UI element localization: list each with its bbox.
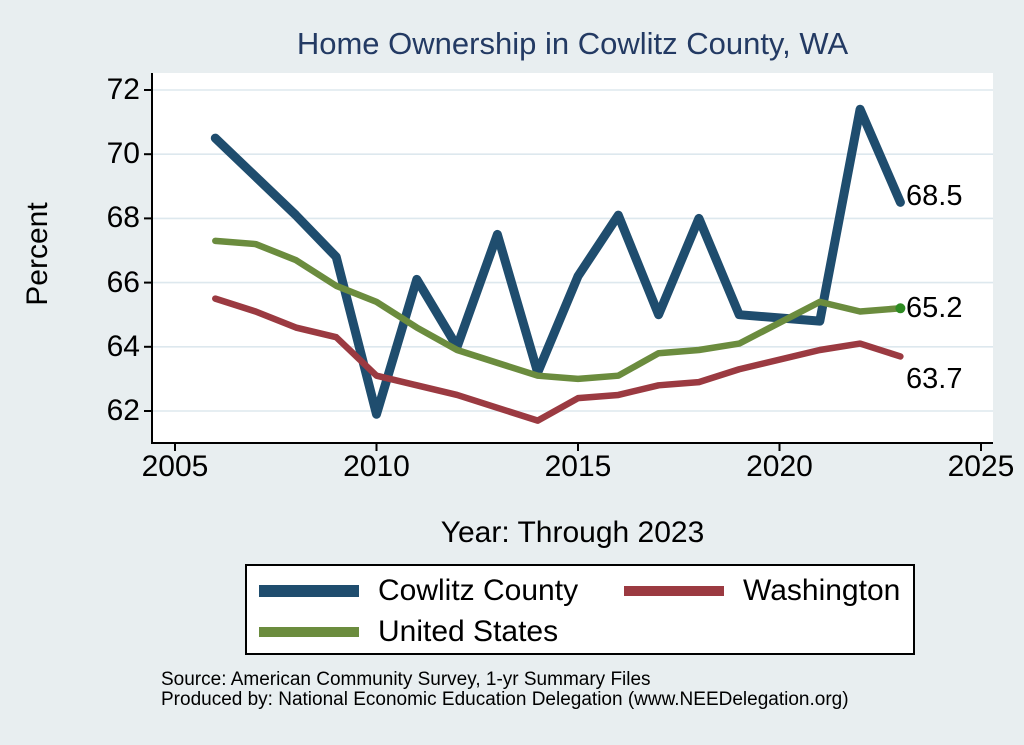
x-axis-title: Year: Through 2023	[440, 516, 705, 549]
end-marker-united-states	[895, 303, 906, 314]
series-line-united-states	[212, 237, 904, 383]
legend-item-united-states: United States	[259, 613, 558, 651]
source-line-1: Source: American Community Survey, 1-yr …	[161, 669, 651, 690]
legend-item-cowlitz-county: Cowlitz County	[259, 572, 578, 610]
legend-label-united-states: United States	[378, 615, 559, 648]
series-line-washington	[212, 295, 904, 424]
end-value-label-united-states: 65.2	[906, 292, 963, 325]
y-tick-label-72: 72	[106, 73, 140, 106]
x-tick-label-2005: 2005	[141, 450, 209, 483]
source-note: Source: American Community Survey, 1-yr …	[161, 670, 849, 709]
y-tick-label-62: 62	[106, 394, 140, 427]
x-tick-label-2015: 2015	[544, 450, 612, 483]
chart-title: Home Ownership in Cowlitz County, WA	[296, 26, 849, 61]
source-line-2: Produced by: National Economic Education…	[161, 688, 849, 710]
y-axis-title: Percent	[21, 202, 54, 306]
legend-box: Cowlitz County Washington United States	[245, 564, 915, 655]
legend-item-washington: Washington	[624, 572, 900, 610]
legend-swatch-united-states	[259, 627, 359, 637]
x-tick-label-2020: 2020	[746, 450, 813, 483]
legend-label-cowlitz-county: Cowlitz County	[378, 574, 579, 607]
x-tick-label-2025: 2025	[947, 450, 1015, 483]
end-value-label-washington: 63.7	[906, 363, 963, 396]
y-tick-label-64: 64	[106, 329, 140, 363]
legend-swatch-cowlitz-county	[259, 585, 359, 597]
legend-swatch-washington	[624, 586, 724, 596]
x-tick-label-2010: 2010	[343, 450, 410, 483]
y-tick-label-70: 70	[106, 137, 140, 171]
end-value-label-cowlitz-county: 68.5	[906, 180, 963, 213]
legend-label-washington: Washington	[743, 574, 901, 607]
y-tick-label-66: 66	[106, 265, 140, 299]
y-tick-label-68: 68	[106, 201, 140, 235]
